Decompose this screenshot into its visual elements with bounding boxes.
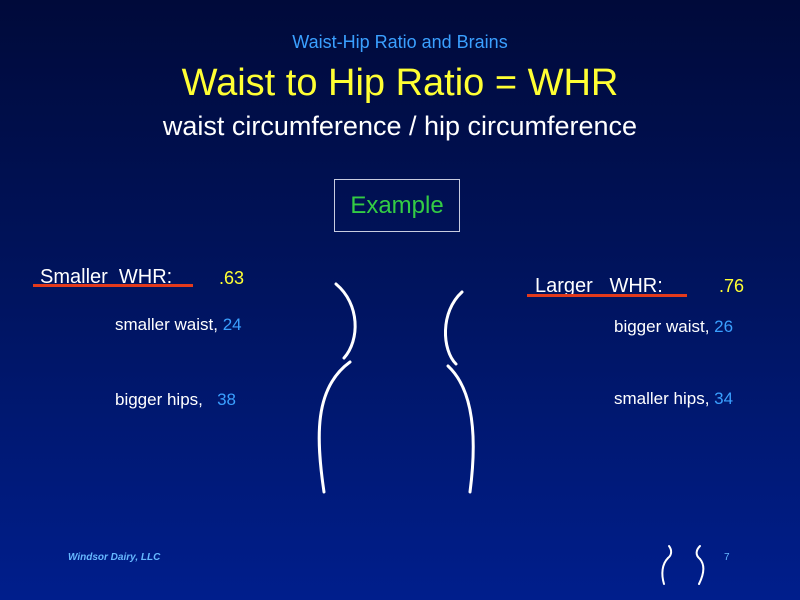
example-label: Example — [350, 191, 444, 219]
larger-whr-heading: Larger WHR: — [535, 275, 663, 297]
slide-title: Waist to Hip Ratio = WHR — [181, 62, 619, 104]
example-box: Example — [334, 179, 460, 232]
smaller-waist-value: 24 — [222, 315, 242, 334]
left-hip-curve — [317, 360, 352, 494]
mini-left-waist — [667, 545, 673, 559]
mini-left-hip — [661, 557, 669, 585]
larger-whr-value: .76 — [719, 276, 745, 296]
smaller-hips-line: smaller hips, 34 — [614, 389, 733, 409]
bigger-hips-line: bigger hips, 38 — [115, 390, 236, 410]
smaller-waist-label: smaller waist, — [115, 315, 223, 334]
smaller-whr-underline — [33, 284, 193, 287]
smaller-whr-value: .63 — [219, 268, 245, 288]
formula-text: waist circumference / hip circumference — [162, 111, 638, 141]
smaller-hips-label: smaller hips, — [614, 389, 715, 408]
bigger-hips-label: bigger hips, — [115, 390, 218, 409]
bigger-waist-value: 26 — [714, 317, 734, 336]
smaller-whr-heading: Smaller WHR: — [40, 266, 173, 288]
mini-right-waist — [695, 545, 701, 560]
bigger-waist-label: bigger waist, — [614, 317, 715, 336]
bigger-waist-line: bigger waist, 26 — [614, 317, 733, 337]
page-number: 7 — [724, 552, 730, 563]
slide-subtitle: Waist-Hip Ratio and Brains — [292, 32, 508, 52]
right-waist-curve — [444, 290, 464, 366]
larger-whr-underline — [527, 294, 687, 297]
mini-silhouette-icon — [661, 545, 705, 585]
smaller-hips-value: 34 — [714, 389, 734, 408]
body-silhouette-icon — [317, 282, 475, 494]
left-waist-curve — [334, 282, 357, 360]
mini-right-hip — [698, 558, 705, 585]
bigger-hips-value: 38 — [217, 390, 236, 409]
smaller-waist-line: smaller waist, 24 — [115, 315, 242, 335]
footer-company: Windsor Dairy, LLC — [68, 552, 161, 563]
right-hip-curve — [446, 364, 475, 494]
